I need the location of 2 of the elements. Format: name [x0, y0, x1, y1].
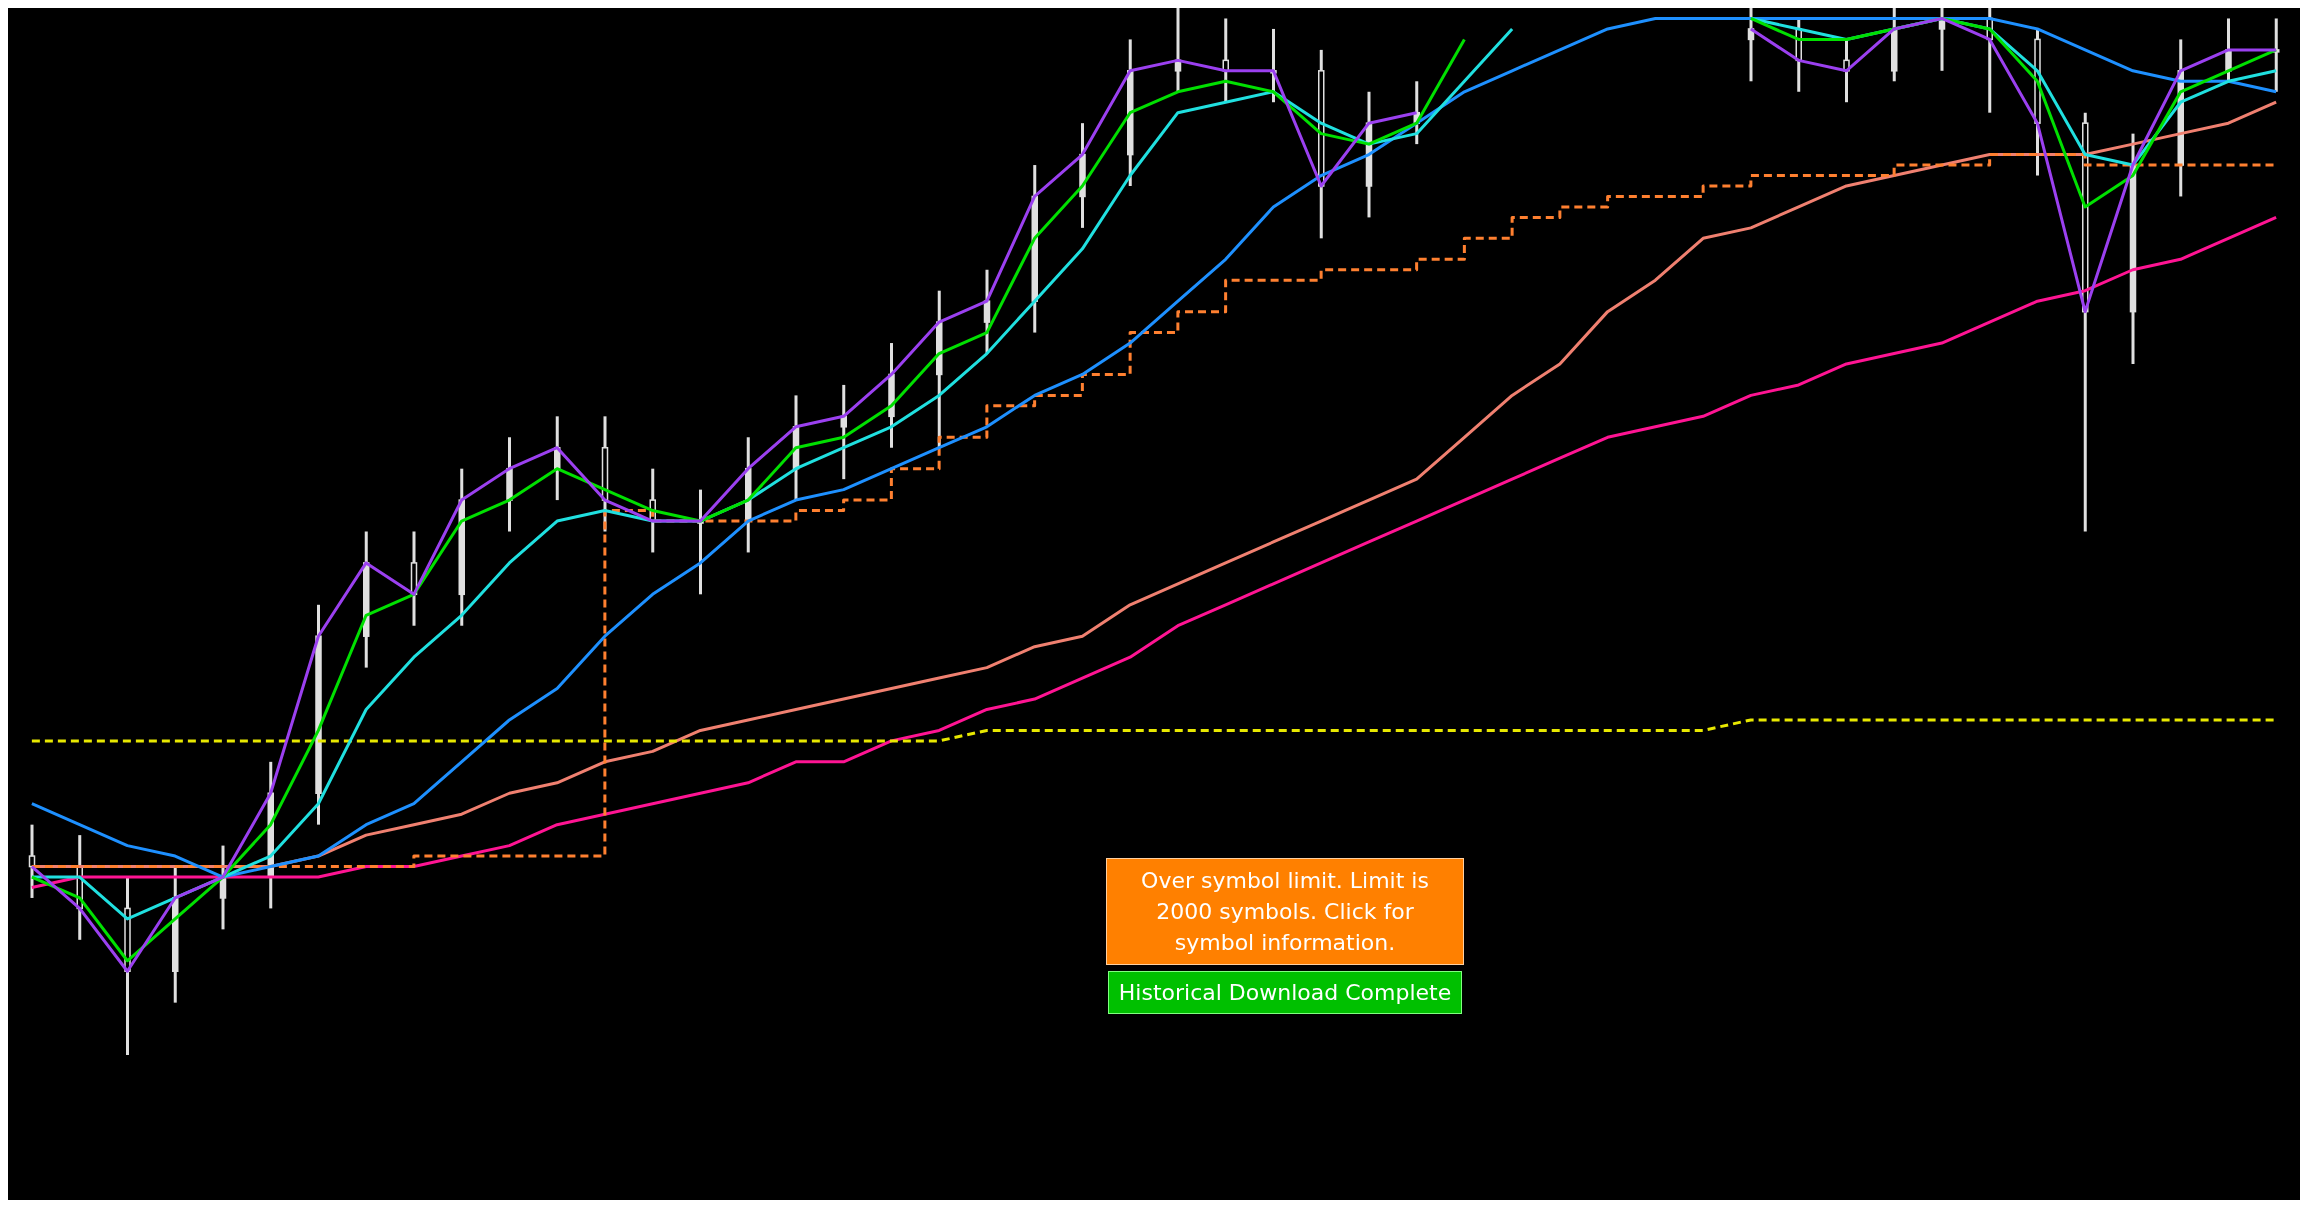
annotation: Historical Download Complete	[1108, 971, 1462, 1014]
annotation: Over symbol limit. Limit is 2000 symbols. Click for symbol information.	[1106, 858, 1464, 965]
